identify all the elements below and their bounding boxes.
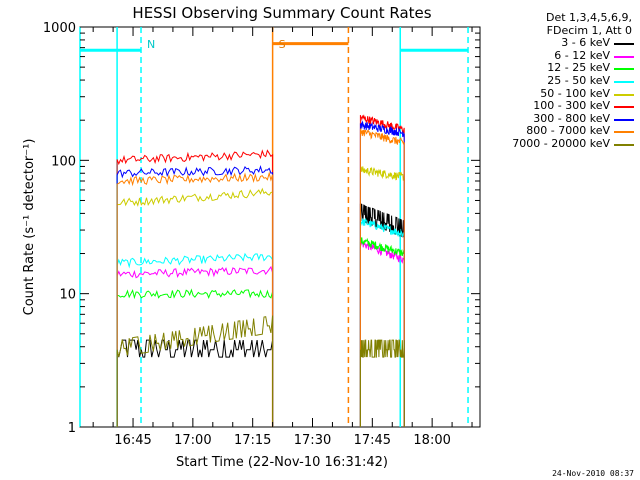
x-axis-label: Start Time (22-Nov-10 16:31:42) <box>176 455 388 470</box>
series-8-segment-1 <box>116 171 274 427</box>
x-tick-label-1: 16:45 <box>114 433 151 448</box>
y-tick-label-4: 1000 <box>43 21 76 36</box>
legend-color-swatch <box>614 106 634 109</box>
attenuator-bars <box>80 42 469 52</box>
legend-entry-label: 800 - 7000 keV <box>526 124 610 138</box>
legend-entry-label: 50 - 100 keV <box>540 86 610 100</box>
series-2-segment-2 <box>359 240 405 427</box>
marker-lines <box>79 27 469 427</box>
legend-header-detectors: Det 1,3,4,5,6,9, <box>545 11 632 24</box>
series-lines <box>116 114 405 427</box>
x-tick-label-3: 17:15 <box>234 433 271 448</box>
legend-color-swatch <box>614 143 634 146</box>
legend-entry: 100 - 300 keV <box>478 100 636 113</box>
legend-color-swatch <box>614 118 634 121</box>
plot-frame <box>79 26 481 428</box>
y-tick-label-2: 10 <box>59 288 76 303</box>
legend-header-decimation: FDecim 1, Att 0 <box>546 23 632 37</box>
legend-entry-label: 300 - 800 keV <box>533 111 610 125</box>
series-9-segment-2 <box>359 339 405 427</box>
x-tick-label-6: 18:00 <box>413 433 450 448</box>
chart-title: HESSI Observing Summary Count Rates <box>132 4 431 22</box>
legend-color-swatch <box>614 131 634 134</box>
series-3-segment-1 <box>116 288 274 427</box>
series-3-segment-2 <box>359 237 405 427</box>
series-6-segment-2 <box>359 114 405 427</box>
legend-entry-label: 100 - 300 keV <box>533 99 610 113</box>
y-tick-label-1: 1 <box>68 421 76 436</box>
legend-entries: 3 - 6 keV 6 - 12 keV 12 - 25 keV 25 - 50 ke… <box>478 37 636 150</box>
legend-color-swatch <box>614 93 634 96</box>
legend-entry-label: 12 - 25 keV <box>547 61 610 75</box>
legend-color-swatch <box>614 55 634 58</box>
x-tick-label-2: 17:00 <box>174 433 211 448</box>
y-axis-label: Count Rate (s⁻¹ detector⁻¹) <box>22 139 37 316</box>
series-1-segment-2 <box>359 203 405 427</box>
series-9-segment-1 <box>116 315 274 427</box>
series-4-segment-2 <box>359 217 405 427</box>
axis-ticks: 1 10 100 1000 16:45 17:00 17:15 17:30 17:45 18:00 <box>43 21 480 448</box>
legend-entry-label: 7000 - 20000 keV <box>512 136 610 150</box>
series-7-segment-2 <box>359 119 405 427</box>
legend-entry: 800 - 7000 keV <box>478 125 636 138</box>
series-1-segment-1 <box>116 339 274 427</box>
legend-entry: 50 - 100 keV <box>478 86 636 101</box>
x-tick-label-4: 17:30 <box>294 433 331 448</box>
legend-entry-label: 3 - 6 keV <box>561 36 610 50</box>
series-4-segment-1 <box>116 252 274 427</box>
series-7-segment-1 <box>116 165 274 427</box>
annotation-label-2: S <box>279 38 286 51</box>
legend-entry: 25 - 50 keV <box>478 73 636 88</box>
legend-entry: 12 - 25 keV <box>478 62 636 75</box>
legend-color-swatch <box>614 80 634 83</box>
series-5-segment-2 <box>359 166 405 427</box>
legend-entry-label: 25 - 50 keV <box>547 73 610 87</box>
series-8-segment-2 <box>359 128 405 427</box>
legend-entry: 6 - 12 keV <box>478 48 636 63</box>
legend-entry: 3 - 6 keV <box>478 37 636 50</box>
x-tick-label-5: 17:45 <box>354 433 391 448</box>
series-6-segment-1 <box>116 149 274 427</box>
annotation-label-1: N <box>147 38 155 51</box>
series-5-segment-1 <box>116 187 274 427</box>
series-2-segment-1 <box>116 265 274 427</box>
legend-entry: 7000 - 20000 keV <box>478 136 636 151</box>
legend: Det 1,3,4,5,6,9, FDecim 1, Att 0 3 - 6 k… <box>478 11 636 151</box>
y-tick-label-3: 100 <box>51 154 76 169</box>
timestamp: 24-Nov-2010 08:37 <box>552 469 634 478</box>
legend-entry: 300 - 800 keV <box>478 111 636 126</box>
legend-color-swatch <box>614 43 634 46</box>
legend-color-swatch <box>614 68 634 71</box>
legend-entry-label: 6 - 12 keV <box>554 48 610 62</box>
